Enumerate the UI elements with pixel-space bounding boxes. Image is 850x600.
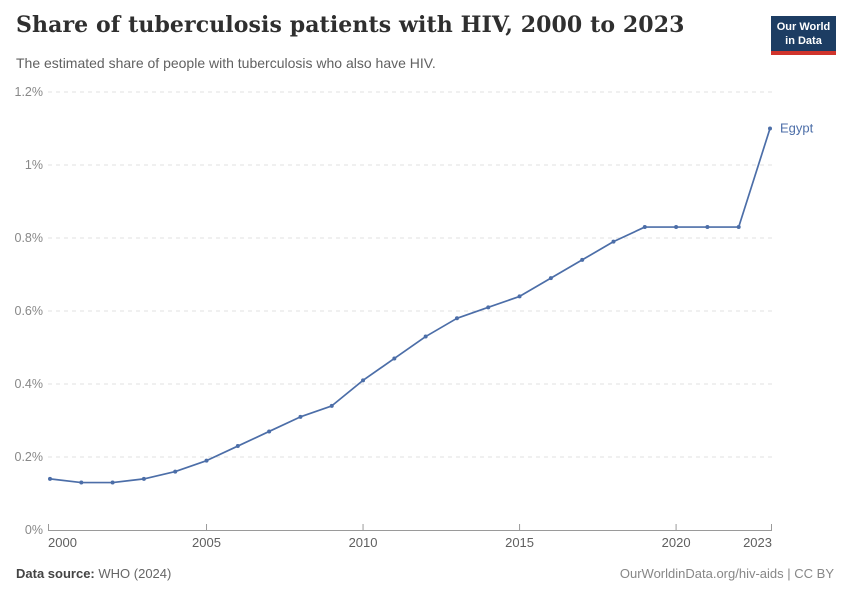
data-source-label: Data source: <box>16 566 95 581</box>
y-axis-tick-label: 0.8% <box>15 231 44 245</box>
data-point[interactable] <box>548 276 553 281</box>
data-point[interactable] <box>392 356 397 361</box>
x-axis-tick-label: 2015 <box>505 535 534 550</box>
data-point[interactable] <box>141 476 146 481</box>
data-point[interactable] <box>235 444 240 449</box>
data-point[interactable] <box>79 480 84 485</box>
data-point[interactable] <box>517 294 522 299</box>
x-axis-tick-label: 2010 <box>349 535 378 550</box>
data-point[interactable] <box>361 378 366 383</box>
data-point[interactable] <box>298 414 303 419</box>
y-axis-tick-label: 0% <box>25 523 43 537</box>
x-axis-tick-label: 2000 <box>48 535 77 550</box>
data-point[interactable] <box>267 429 272 434</box>
data-point[interactable] <box>736 225 741 230</box>
data-point[interactable] <box>110 480 115 485</box>
data-point[interactable] <box>329 403 334 408</box>
chart-footer: Data source: WHO (2024) OurWorldinData.o… <box>16 566 834 581</box>
license-text: | CC BY <box>783 566 834 581</box>
data-point[interactable] <box>173 469 178 474</box>
y-axis-tick-label: 1.2% <box>15 85 44 99</box>
owid-logo[interactable]: Our World in Data <box>771 16 836 55</box>
x-axis-tick-label: 2023 <box>743 535 772 550</box>
data-point[interactable] <box>611 239 616 244</box>
series-label-egypt[interactable]: Egypt <box>780 121 814 136</box>
y-axis-tick-label: 1% <box>25 158 43 172</box>
y-axis-tick-label: 0.2% <box>15 450 44 464</box>
data-point[interactable] <box>642 225 647 230</box>
x-axis-tick-label: 2020 <box>662 535 691 550</box>
data-point[interactable] <box>768 126 772 131</box>
data-point[interactable] <box>674 225 679 230</box>
owid-logo-line2: in Data <box>785 35 822 47</box>
x-axis-tick-label: 2005 <box>192 535 221 550</box>
owid-logo-line1: Our World <box>776 21 831 33</box>
data-point[interactable] <box>204 458 209 463</box>
data-point[interactable] <box>454 316 459 321</box>
data-point[interactable] <box>423 334 428 339</box>
data-point[interactable] <box>580 257 585 262</box>
credit-line: OurWorldinData.org/hiv-aids | CC BY <box>620 566 834 581</box>
data-source-value: WHO (2024) <box>98 566 172 581</box>
data-point[interactable] <box>705 225 710 230</box>
data-point[interactable] <box>486 305 491 310</box>
owid-url-link[interactable]: OurWorldinData.org/hiv-aids <box>619 566 784 581</box>
y-axis-tick-label: 0.4% <box>15 377 44 391</box>
series-line-egypt[interactable] <box>49 127 771 484</box>
data-point[interactable] <box>48 476 52 481</box>
y-axis-tick-label: 0.6% <box>15 304 44 318</box>
chart-subtitle: The estimated share of people with tuber… <box>16 55 436 71</box>
chart-title: Share of tuberculosis patients with HIV,… <box>16 12 685 38</box>
